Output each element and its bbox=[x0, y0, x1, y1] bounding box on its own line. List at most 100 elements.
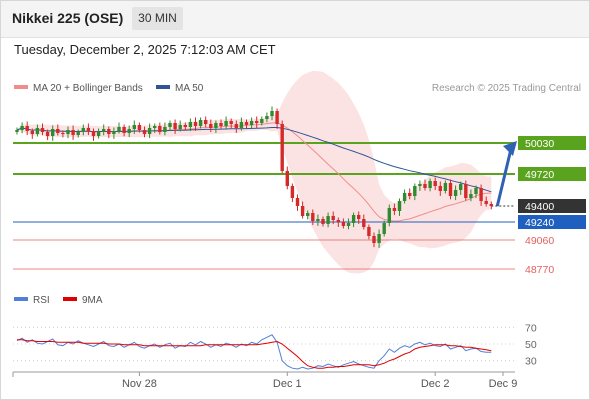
candle-body bbox=[91, 131, 96, 136]
rsi-tick-label: 70 bbox=[525, 322, 537, 334]
candle-body bbox=[418, 184, 422, 186]
candle-body bbox=[326, 216, 330, 224]
candle-body bbox=[311, 213, 315, 221]
candle-body bbox=[413, 186, 417, 196]
candle-body bbox=[96, 132, 101, 136]
candle-body bbox=[270, 111, 274, 116]
candle-body bbox=[117, 127, 121, 131]
copyright-note: Research © 2025 Trading Central bbox=[432, 83, 581, 94]
candle-body bbox=[112, 131, 116, 134]
candle-body bbox=[285, 171, 289, 186]
candle-body bbox=[153, 126, 157, 128]
candle-body bbox=[484, 201, 488, 204]
candle-body bbox=[448, 183, 453, 196]
time-axis-label: Dec 1 bbox=[273, 378, 302, 390]
candle-body bbox=[30, 131, 34, 134]
candle-body bbox=[372, 236, 376, 243]
candle-body bbox=[127, 129, 131, 133]
candle-body bbox=[300, 206, 305, 216]
candle-body bbox=[489, 204, 493, 206]
rsi-tick-label: 30 bbox=[525, 356, 537, 368]
ma50-legend-label: MA 50 bbox=[175, 83, 204, 94]
candle-body bbox=[280, 124, 284, 171]
candle-body bbox=[408, 193, 412, 196]
candle-body bbox=[428, 181, 432, 188]
candle-body bbox=[382, 223, 386, 234]
rsi-legend-label: RSI bbox=[33, 295, 50, 306]
price-level-label: 49400 bbox=[525, 201, 554, 213]
price-plot: 50030 49720 49400 49240 49060 48770 bbox=[13, 70, 586, 276]
candle-body bbox=[295, 198, 300, 206]
candle-body bbox=[387, 208, 391, 223]
candle-body bbox=[244, 122, 249, 125]
rsi-ma-line bbox=[17, 339, 492, 369]
candle-body bbox=[336, 220, 340, 222]
candle-body bbox=[275, 111, 279, 124]
candle-body bbox=[265, 116, 269, 119]
symbol-title: Nikkei 225 (OSE) bbox=[12, 10, 124, 26]
ma50-line bbox=[16, 127, 492, 193]
candle-body bbox=[71, 130, 75, 135]
price-level-tag bbox=[518, 215, 586, 229]
candle-body bbox=[260, 119, 264, 123]
projection-arrowhead bbox=[503, 141, 517, 156]
candle-body bbox=[81, 128, 85, 132]
candle-body bbox=[464, 184, 468, 198]
rsi-legend-swatch bbox=[14, 297, 28, 301]
candle-body bbox=[142, 130, 147, 134]
timestamp: Tuesday, December 2, 2025 7:12:03 AM CET bbox=[14, 42, 276, 57]
candle-body bbox=[56, 129, 60, 133]
chart-legend: MA 20 + Bollinger Bands MA 50 Research ©… bbox=[14, 83, 581, 94]
candle-body bbox=[346, 223, 351, 226]
rsi-line bbox=[16, 334, 492, 370]
chart-header: Nikkei 225 (OSE) 30 MIN bbox=[1, 1, 589, 38]
candle-body bbox=[290, 186, 295, 198]
candle-body bbox=[76, 132, 80, 135]
price-level-label: 49060 bbox=[525, 235, 554, 247]
candle-body bbox=[219, 123, 223, 126]
candle-body bbox=[351, 215, 356, 223]
bollinger-legend-swatch bbox=[14, 85, 28, 89]
candle-body bbox=[132, 125, 136, 129]
price-level-label: 48770 bbox=[525, 264, 554, 276]
candle-body bbox=[45, 132, 50, 136]
candle-body bbox=[397, 201, 402, 211]
candle-body bbox=[40, 128, 45, 132]
candle-body bbox=[61, 133, 65, 134]
price-level-label: 50030 bbox=[525, 138, 554, 150]
candle-body bbox=[15, 130, 19, 132]
candle-body bbox=[214, 123, 218, 128]
candle-body bbox=[163, 127, 167, 132]
candle-body bbox=[423, 184, 427, 188]
candle-body bbox=[35, 128, 40, 134]
time-axis-label: Dec 9 bbox=[489, 378, 518, 390]
candle-body bbox=[367, 227, 371, 236]
candle-body bbox=[193, 122, 198, 126]
candle-body bbox=[204, 120, 208, 124]
candle-body bbox=[147, 128, 152, 134]
timeframe-badge[interactable]: 30 MIN bbox=[132, 7, 183, 30]
candle-body bbox=[341, 222, 346, 226]
time-axis-label: Dec 2 bbox=[421, 378, 450, 390]
candle-body bbox=[306, 213, 310, 216]
candle-body bbox=[198, 120, 203, 126]
ma50-legend-swatch bbox=[156, 85, 170, 89]
candle-body bbox=[229, 121, 233, 124]
candle-body bbox=[188, 122, 193, 127]
price-level-tag bbox=[518, 167, 586, 181]
projection-arrow bbox=[495, 148, 513, 207]
candle-body bbox=[209, 124, 213, 128]
candle-body bbox=[402, 193, 407, 201]
candle-body bbox=[25, 126, 29, 131]
rsi-ma-legend-swatch bbox=[63, 297, 77, 301]
candle-body bbox=[362, 219, 366, 227]
time-axis: Nov 28 Dec 1 Dec 2 Dec 9 bbox=[12, 371, 518, 390]
price-level-tag bbox=[518, 199, 586, 213]
candle-body bbox=[321, 219, 325, 224]
candle-body bbox=[20, 126, 24, 130]
candle-body bbox=[122, 127, 126, 133]
candle-body bbox=[438, 186, 442, 191]
candle-body bbox=[331, 216, 335, 220]
